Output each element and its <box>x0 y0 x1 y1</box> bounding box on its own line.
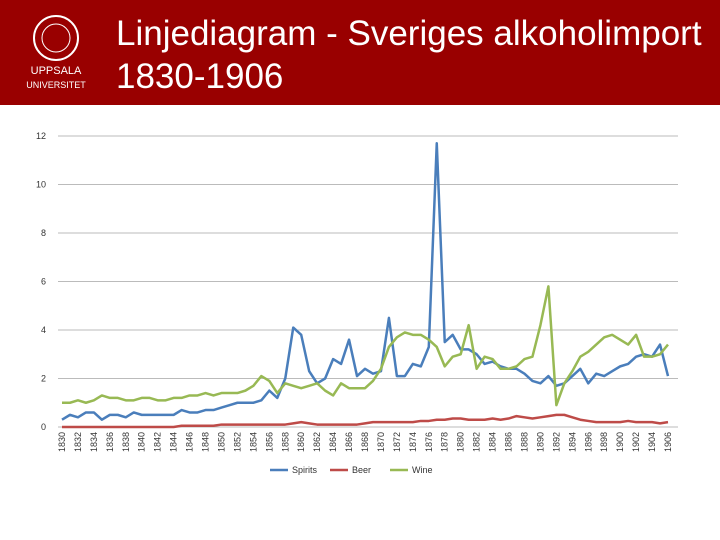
x-tick-label: 1880 <box>456 432 466 452</box>
x-tick-label: 1856 <box>264 432 274 452</box>
x-tick-label: 1848 <box>201 432 211 452</box>
x-tick-label: 1900 <box>615 432 625 452</box>
x-tick-label: 1890 <box>535 432 545 452</box>
x-tick-label: 1892 <box>551 432 561 452</box>
x-tick-label: 1846 <box>185 432 195 452</box>
legend-label: Spirits <box>292 465 318 475</box>
series-line <box>62 413 669 429</box>
x-tick-label: 1854 <box>248 432 258 452</box>
x-tick-label: 1878 <box>440 432 450 452</box>
y-tick-label: 0 <box>41 422 46 432</box>
x-tick-label: 1840 <box>137 432 147 452</box>
x-tick-label: 1860 <box>296 432 306 452</box>
x-tick-label: 1864 <box>328 432 338 452</box>
y-tick-label: 6 <box>41 277 46 287</box>
legend-label: Beer <box>352 465 371 475</box>
series-line <box>62 285 669 407</box>
x-tick-label: 1866 <box>344 432 354 452</box>
x-tick-label: 1870 <box>376 432 386 452</box>
x-tick-label: 1850 <box>216 432 226 452</box>
x-tick-label: 1830 <box>57 432 67 452</box>
y-tick-label: 8 <box>41 228 46 238</box>
x-tick-label: 1886 <box>504 432 514 452</box>
x-tick-label: 1832 <box>73 432 83 452</box>
y-tick-label: 2 <box>41 374 46 384</box>
x-tick-label: 1868 <box>360 432 370 452</box>
y-tick-label: 12 <box>36 131 46 141</box>
x-tick-label: 1898 <box>599 432 609 452</box>
x-tick-label: 1888 <box>519 432 529 452</box>
x-tick-label: 1842 <box>153 432 163 452</box>
x-tick-label: 1838 <box>121 432 131 452</box>
x-tick-label: 1876 <box>424 432 434 452</box>
x-tick-label: 1906 <box>663 432 673 452</box>
x-tick-label: 1834 <box>89 432 99 452</box>
x-tick-label: 1858 <box>280 432 290 452</box>
x-tick-label: 1882 <box>472 432 482 452</box>
x-tick-label: 1874 <box>408 432 418 452</box>
x-tick-label: 1836 <box>105 432 115 452</box>
x-tick-label: 1894 <box>567 432 577 452</box>
x-tick-label: 1902 <box>631 432 641 452</box>
y-tick-label: 10 <box>36 180 46 190</box>
x-tick-label: 1844 <box>169 432 179 452</box>
chart-title: Linjediagram - Sveriges alkoholimport 18… <box>116 14 702 96</box>
logo-text: UPPSALA <box>31 65 82 77</box>
x-tick-label: 1852 <box>232 432 242 452</box>
x-tick-label: 1872 <box>392 432 402 452</box>
chart: 0 2 4 6 8 10 12 1830 1832 1834 1836 1838 1840 1842 184… <box>36 131 678 475</box>
x-tick-label: 1884 <box>488 432 498 452</box>
y-tick-label: 4 <box>41 325 46 335</box>
legend-label: Wine <box>412 465 433 475</box>
logo-text: UNIVERSITET <box>26 80 86 90</box>
x-tick-label: 1904 <box>647 432 657 452</box>
x-tick-label: 1862 <box>312 432 322 452</box>
logo: UPPSALA UNIVERSITET <box>26 15 86 90</box>
x-tick-label: 1896 <box>583 432 593 452</box>
header-band: UPPSALA UNIVERSITET Linjediagram - Sveri… <box>0 0 720 105</box>
